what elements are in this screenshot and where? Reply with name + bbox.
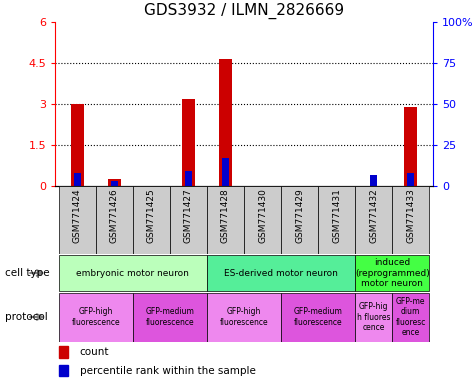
Bar xyxy=(281,293,355,341)
Bar xyxy=(407,173,414,186)
Text: percentile rank within the sample: percentile rank within the sample xyxy=(80,366,256,376)
Bar xyxy=(355,293,392,341)
Bar xyxy=(207,186,244,254)
Bar xyxy=(182,99,195,186)
Bar xyxy=(59,293,133,341)
Text: GSM771431: GSM771431 xyxy=(332,188,341,243)
Bar xyxy=(370,174,377,186)
Bar xyxy=(59,346,68,358)
Text: GFP-hig
h fluores
cence: GFP-hig h fluores cence xyxy=(357,302,390,332)
Bar xyxy=(96,186,133,254)
Bar xyxy=(207,293,281,341)
Bar xyxy=(244,186,281,254)
Text: count: count xyxy=(80,347,109,357)
Text: embryonic motor neuron: embryonic motor neuron xyxy=(76,268,189,278)
Bar xyxy=(219,59,232,186)
Text: GSM771424: GSM771424 xyxy=(73,188,82,243)
Bar xyxy=(59,365,68,376)
Text: GSM771432: GSM771432 xyxy=(369,188,378,243)
Text: induced
(reprogrammed)
motor neuron: induced (reprogrammed) motor neuron xyxy=(355,258,429,288)
Text: GFP-high
fluorescence: GFP-high fluorescence xyxy=(71,307,120,327)
Bar xyxy=(392,293,429,341)
Text: GSM771426: GSM771426 xyxy=(110,188,119,243)
Text: GFP-medium
fluorescence: GFP-medium fluorescence xyxy=(294,307,342,327)
Text: GFP-high
fluorescence: GFP-high fluorescence xyxy=(219,307,268,327)
Bar xyxy=(392,186,429,254)
Text: GFP-me
dium
fluoresc
ence: GFP-me dium fluoresc ence xyxy=(396,297,426,337)
Bar xyxy=(404,107,417,186)
Bar xyxy=(133,186,170,254)
Bar xyxy=(281,186,318,254)
Bar xyxy=(318,186,355,254)
Text: GFP-medium
fluorescence: GFP-medium fluorescence xyxy=(145,307,194,327)
Text: GSM771430: GSM771430 xyxy=(258,188,267,243)
Text: cell type: cell type xyxy=(5,268,49,278)
Text: protocol: protocol xyxy=(5,312,48,322)
Title: GDS3932 / ILMN_2826669: GDS3932 / ILMN_2826669 xyxy=(144,3,344,19)
Bar xyxy=(59,186,96,254)
Bar xyxy=(74,173,81,186)
Text: GSM771427: GSM771427 xyxy=(184,188,193,243)
Bar xyxy=(222,158,229,186)
Bar xyxy=(108,179,121,186)
Text: ES-derived motor neuron: ES-derived motor neuron xyxy=(224,268,338,278)
Bar xyxy=(207,255,355,291)
Text: GSM771428: GSM771428 xyxy=(221,188,230,243)
Bar xyxy=(185,171,192,186)
Text: GSM771425: GSM771425 xyxy=(147,188,156,243)
Bar xyxy=(170,186,207,254)
Bar xyxy=(355,186,392,254)
Bar xyxy=(111,181,118,186)
Text: GSM771429: GSM771429 xyxy=(295,188,304,243)
Bar xyxy=(59,255,207,291)
Bar xyxy=(71,104,84,186)
Bar xyxy=(133,293,207,341)
Text: GSM771433: GSM771433 xyxy=(406,188,415,243)
Bar xyxy=(355,255,429,291)
